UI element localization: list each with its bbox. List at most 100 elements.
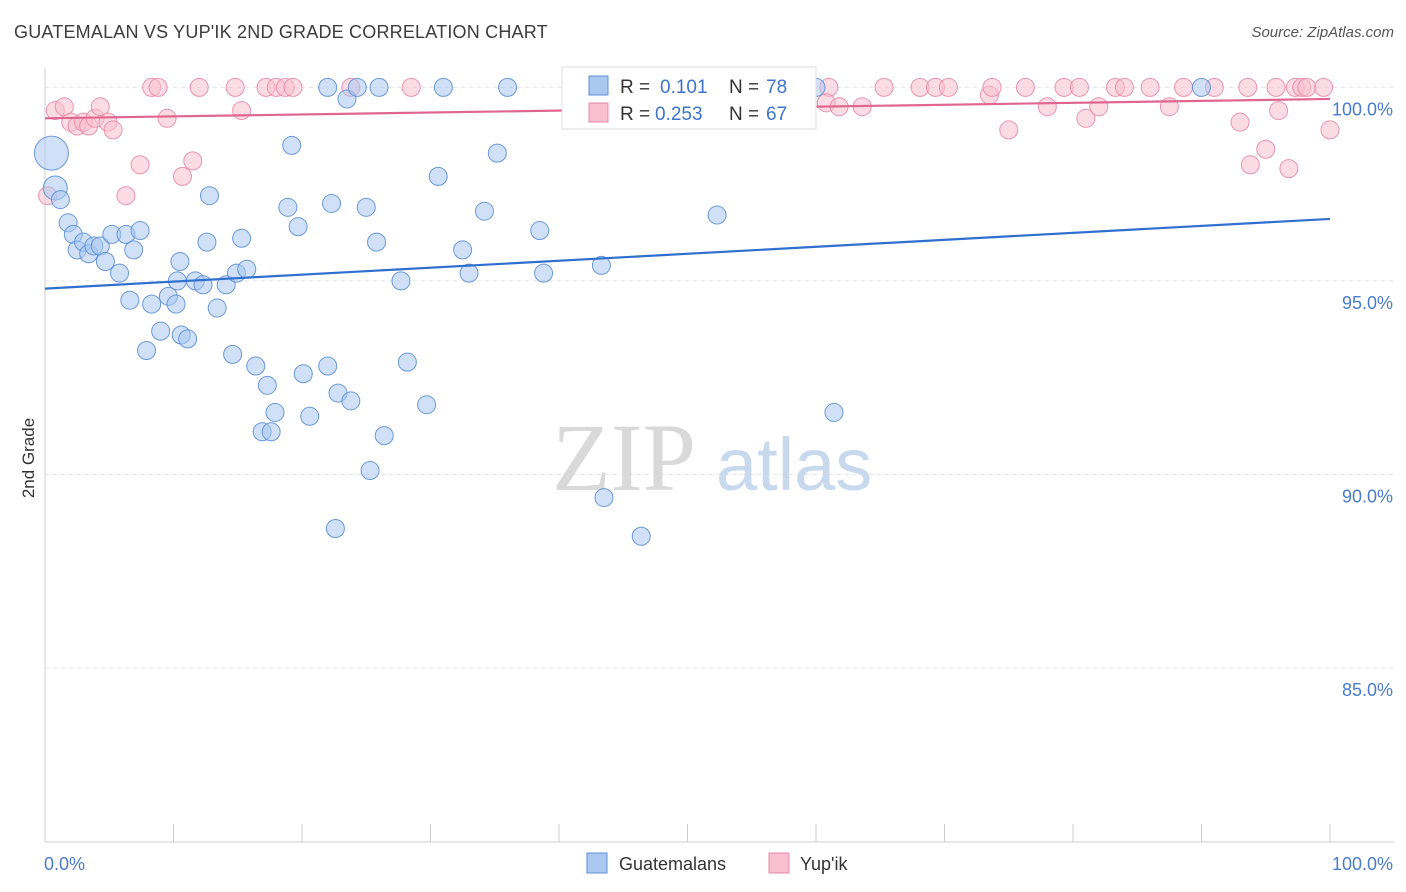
guatemalans-point	[137, 341, 157, 361]
guatemalans-point	[50, 190, 70, 210]
guatemalans-point	[223, 344, 243, 364]
guatemalans-point	[397, 352, 417, 372]
guatemalans-point	[265, 402, 285, 422]
guatemalans-point	[824, 402, 844, 422]
legend-n-value-2: 67	[766, 104, 787, 125]
legend-swatch-guatemalans	[588, 75, 609, 96]
guatemalans-point	[278, 197, 298, 217]
x-tick-label: 0.0%	[44, 854, 85, 874]
guatemalans-point	[367, 232, 387, 252]
guatemalans-point	[197, 232, 217, 252]
yupik-point	[283, 77, 303, 97]
chart-title: GUATEMALAN VS YUP'IK 2ND GRADE CORRELATI…	[14, 22, 548, 42]
guatemalans-point	[374, 426, 394, 446]
yupik-point	[401, 77, 421, 97]
guatemalans-point	[293, 364, 313, 384]
yupik-point	[1297, 77, 1317, 97]
yupik-point	[1089, 97, 1109, 117]
yupik-point	[938, 77, 958, 97]
guatemalans-point	[282, 135, 302, 155]
guatemalans-point	[356, 197, 376, 217]
guatemalans-point	[170, 252, 190, 271]
yupik-point	[1076, 108, 1096, 128]
guatemalans-point	[360, 460, 380, 480]
guatemalans-point	[318, 356, 338, 376]
bottom-legend-swatch-guatemalans	[586, 852, 608, 874]
yupik-point	[1114, 77, 1134, 97]
yupik-point	[1174, 77, 1194, 97]
guatemalans-point	[178, 329, 198, 349]
legend-n-label-1: N =	[729, 77, 759, 98]
yupik-point	[90, 97, 110, 117]
y-tick-label: 90.0%	[1342, 486, 1393, 506]
guatemalans-point	[341, 391, 361, 411]
y-tick-label: 95.0%	[1342, 293, 1393, 313]
guatemalans-point	[534, 263, 554, 283]
guatemalans-point	[257, 375, 277, 395]
guatemalans-point	[1192, 77, 1211, 97]
yupik-point	[225, 77, 245, 97]
legend-r-label-2: R =	[620, 104, 650, 125]
yupik-point	[1314, 77, 1334, 97]
guatemalans-point	[232, 228, 252, 248]
guatemalans-point	[498, 77, 518, 97]
guatemalans-point	[428, 166, 448, 186]
gridlines	[45, 86, 1394, 669]
yupik-point	[1320, 120, 1340, 140]
guatemalans-point	[459, 263, 479, 283]
guatemalans-point	[591, 255, 611, 275]
guatemalans-point	[288, 217, 308, 237]
watermark-atlas: atlas	[716, 423, 872, 506]
yupik-point	[1269, 101, 1289, 121]
y-axis-label: 2nd Grade	[19, 418, 38, 498]
yupik-point	[999, 120, 1019, 140]
guatemalans-point	[594, 488, 614, 508]
guatemalans-point	[707, 205, 727, 225]
guatemalans-point	[487, 143, 507, 163]
legend-n-label-2: N =	[729, 104, 759, 125]
yupik-point	[116, 186, 136, 206]
y-tick-label: 100.0%	[1332, 99, 1393, 119]
guatemalans-point	[124, 240, 144, 260]
tick-labels: 85.0% 90.0% 95.0% 100.0% 0.0% 100.0%	[44, 99, 1393, 874]
guatemalans-point	[318, 77, 338, 97]
yupik-point	[1240, 155, 1260, 175]
yupik-point	[148, 77, 168, 97]
guatemalans-point	[474, 201, 494, 221]
legend-r-label-1: R =	[620, 77, 650, 98]
yupik-point	[189, 77, 209, 97]
guatemalans-point	[347, 77, 367, 97]
watermark: ZIP atlas	[552, 404, 872, 511]
guatemalans-point	[261, 422, 281, 442]
legend-swatch-yupik	[588, 102, 609, 123]
guatemalans-point	[322, 193, 342, 213]
guatemalans-point	[391, 271, 411, 291]
yupik-point	[130, 155, 150, 175]
guatemalans-point	[246, 356, 266, 376]
guatemalans-point	[369, 77, 389, 97]
guatemalans-point	[530, 221, 550, 241]
yupik-point	[1238, 77, 1258, 97]
bottom-legend-label-guatemalans: Guatemalans	[619, 854, 726, 874]
yupik-point	[1279, 159, 1299, 179]
guatemalans-point	[95, 252, 115, 271]
guatemalans-point	[193, 275, 213, 295]
guatemalans-point	[120, 290, 140, 310]
yupik-point	[1230, 112, 1250, 132]
top-legend: R = 0.101 N = 78 R = 0.253 N = 67	[561, 66, 817, 130]
guatemalans-point	[325, 519, 345, 539]
yupik-point	[157, 108, 177, 128]
guatemalans-point	[199, 186, 219, 206]
yupik-point	[172, 166, 192, 186]
x-tick-label: 100.0%	[1332, 854, 1393, 874]
guatemalans-point	[300, 406, 320, 426]
yupik-point	[1266, 77, 1286, 97]
chart-source: Source: ZipAtlas.com	[1251, 24, 1394, 41]
trend-line-guatemalans	[44, 217, 1331, 290]
guatemalans-point	[130, 221, 150, 241]
watermark-zip: ZIP	[552, 404, 696, 511]
guatemalans-point	[166, 294, 186, 314]
yupik-point	[1037, 97, 1057, 117]
guatemalans-point	[110, 263, 130, 283]
